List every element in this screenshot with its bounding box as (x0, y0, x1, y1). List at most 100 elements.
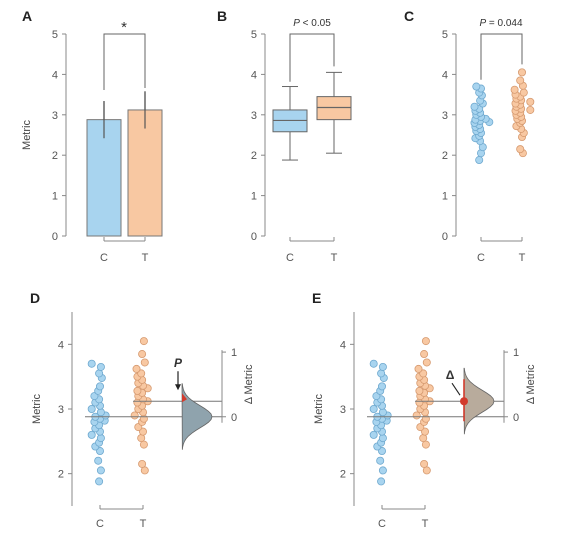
point-C (94, 456, 103, 465)
point-T (420, 350, 429, 359)
y-axis-label: Metric (313, 394, 325, 424)
y-tick-label: 1 (251, 191, 257, 203)
point-C (95, 369, 104, 378)
point-T (138, 459, 147, 468)
panel-letter: E (312, 290, 321, 306)
point-C (470, 102, 479, 111)
point-T (516, 76, 525, 85)
point-T (137, 434, 146, 443)
point-T (510, 85, 519, 94)
y-axis-label: Metric (21, 120, 33, 150)
panel-a: A 0 1 2 3 4 5 Metric C T * (21, 8, 163, 264)
p-value-label: P < 0.05 (293, 18, 331, 29)
point-T (140, 358, 149, 367)
point-C (378, 434, 387, 443)
point-C (87, 359, 96, 368)
panel-d: D 2 3 4 Metric 0 1 Δ Metric P C T (30, 290, 255, 530)
x-tick-label: C (477, 252, 485, 264)
panel-letter-a: A (22, 8, 32, 24)
point-T (130, 411, 139, 420)
point-C (472, 82, 481, 91)
point-T (133, 386, 142, 395)
point-T (518, 68, 527, 77)
panel-letter-b: B (217, 8, 227, 24)
x-tick-label: T (142, 252, 149, 264)
point-C (95, 477, 104, 486)
point-C (96, 434, 105, 443)
y-tick-label: 1 (442, 191, 448, 203)
y-tick-label: 1 (52, 191, 58, 203)
x-tick-label: T (422, 518, 429, 530)
point-C (96, 382, 105, 391)
point-C (369, 404, 378, 413)
y-tick-label: 2 (442, 150, 448, 162)
y-tick-label: 5 (251, 29, 257, 41)
delta-tick-label: 0 (231, 412, 237, 424)
y-tick-label: 2 (340, 469, 346, 481)
delta-tick-label: 0 (513, 412, 519, 424)
p-arrow-head (175, 384, 181, 391)
y-axis-label: Metric (31, 394, 43, 424)
point-C (377, 382, 386, 391)
point-T (526, 105, 535, 114)
point-T (139, 337, 148, 346)
y-tick-label: 3 (340, 404, 346, 416)
y-tick-label: 0 (442, 231, 448, 243)
point-C (378, 466, 387, 475)
y-tick-label: 3 (52, 110, 58, 122)
x-tick-label: C (378, 518, 386, 530)
p-rest: = 0.044 (486, 18, 523, 29)
point-T (519, 88, 528, 97)
bar-C (86, 119, 122, 237)
p-value-label: P = 0.044 (479, 18, 523, 29)
y-tick-label: 2 (52, 150, 58, 162)
point-T (132, 364, 141, 373)
panel-letter: D (30, 290, 40, 306)
delta-axis-label: Δ Metric (525, 364, 537, 404)
p-italic: P (293, 18, 300, 29)
point-T (421, 337, 430, 346)
point-C (87, 404, 96, 413)
point-C (96, 466, 105, 475)
point-C (377, 477, 386, 486)
point-T (139, 414, 148, 423)
panel-letter-c: C (404, 8, 414, 24)
panel-e: E 2 3 4 Metric 0 1 Δ Metric Δ C T (312, 290, 537, 530)
point-T (526, 97, 535, 106)
delta-tick-label: 1 (513, 347, 519, 359)
y-tick-label: 3 (251, 110, 257, 122)
y-tick-label: 2 (251, 150, 257, 162)
point-T (412, 411, 421, 420)
delta-distribution (463, 367, 495, 435)
y-tick-label: 4 (251, 69, 257, 81)
y-tick-label: 3 (58, 404, 64, 416)
x-tick-label: C (100, 252, 108, 264)
y-tick-label: 4 (58, 339, 64, 351)
box-T (316, 96, 352, 121)
delta-tick-label: 1 (231, 347, 237, 359)
y-tick-label: 2 (58, 469, 64, 481)
point-C (475, 156, 484, 165)
x-tick-label: C (286, 252, 294, 264)
x-tick-label: T (519, 252, 526, 264)
point-T (421, 414, 430, 423)
y-tick-label: 4 (340, 339, 346, 351)
point-T (415, 386, 424, 395)
delta-label: Δ (446, 368, 455, 382)
y-tick-label: 0 (251, 231, 257, 243)
panel-c: C 0 1 2 3 4 5 C T P = 0.044 (404, 8, 535, 264)
point-C (96, 362, 105, 371)
point-T (422, 358, 431, 367)
y-tick-label: 4 (442, 69, 448, 81)
y-tick-label: 5 (442, 29, 448, 41)
point-C (376, 456, 385, 465)
point-T (419, 434, 428, 443)
y-tick-label: 0 (52, 231, 58, 243)
point-C (369, 430, 378, 439)
point-C (378, 408, 387, 417)
delta-axis-label: Δ Metric (243, 364, 255, 404)
x-tick-label: C (96, 518, 104, 530)
delta-point (460, 397, 468, 406)
bar-T (127, 109, 163, 237)
